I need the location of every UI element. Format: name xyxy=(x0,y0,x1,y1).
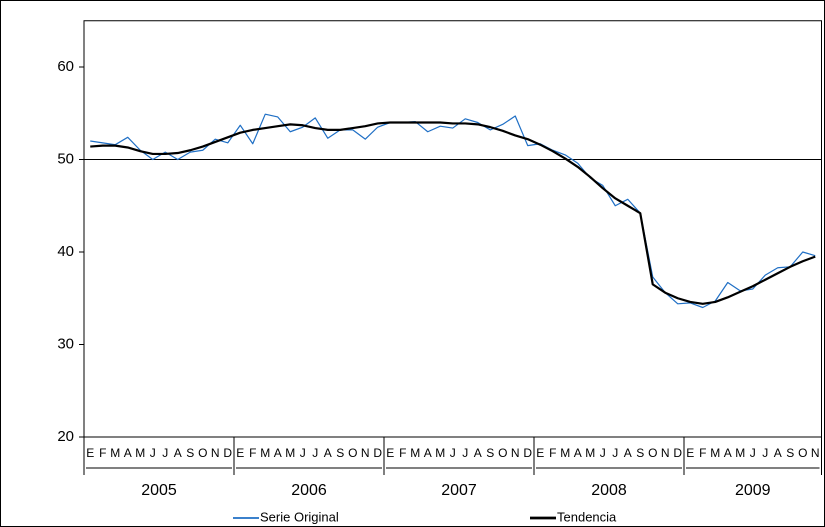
x-group-label: 2006 xyxy=(291,482,327,499)
x-tick-label: J xyxy=(300,446,306,460)
x-tick-label: N xyxy=(361,446,370,460)
x-tick-label: O xyxy=(198,446,207,460)
y-tick-label: 20 xyxy=(57,428,74,445)
plot-area xyxy=(83,20,822,438)
x-tick-label: A xyxy=(174,446,182,460)
y-tick-label: 60 xyxy=(57,58,74,75)
x-tick-label: N xyxy=(661,446,670,460)
x-tick-label: M xyxy=(585,446,595,460)
x-tick-label: M xyxy=(135,446,145,460)
x-tick-label: M xyxy=(710,446,720,460)
x-tick-label: O xyxy=(648,446,657,460)
x-tick-label: E xyxy=(386,446,394,460)
x-tick-label: A xyxy=(624,446,632,460)
x-tick-label: S xyxy=(336,446,344,460)
x-tick-label: O xyxy=(498,446,507,460)
x-tick-label: A xyxy=(124,446,132,460)
x-tick-label: A xyxy=(774,446,782,460)
x-tick-label: M xyxy=(735,446,745,460)
x-tick-label: N xyxy=(511,446,520,460)
x-tick-label: N xyxy=(211,446,220,460)
x-tick-label: J xyxy=(762,446,768,460)
x-tick-label: S xyxy=(636,446,644,460)
x-tick-label: A xyxy=(274,446,282,460)
x-tick-label: F xyxy=(549,446,556,460)
x-group-label: 2005 xyxy=(141,482,177,499)
x-tick-label: E xyxy=(686,446,694,460)
x-tick-label: M xyxy=(560,446,570,460)
x-tick-label: E xyxy=(536,446,544,460)
x-tick-label: A xyxy=(474,446,482,460)
y-tick-label: 40 xyxy=(57,243,74,260)
x-tick-label: M xyxy=(285,446,295,460)
x-tick-label: A xyxy=(424,446,432,460)
x-tick-label: J xyxy=(450,446,456,460)
x-tick-label: M xyxy=(260,446,270,460)
x-tick-label: J xyxy=(162,446,168,460)
x-group-label: 2007 xyxy=(441,482,477,499)
x-tick-label: A xyxy=(574,446,582,460)
legend-label: Serie Original xyxy=(260,509,339,524)
y-tick-label: 50 xyxy=(57,150,74,167)
x-tick-label: F xyxy=(99,446,106,460)
series-line xyxy=(90,121,816,305)
x-tick-label: O xyxy=(348,446,357,460)
x-tick-label: J xyxy=(312,446,318,460)
x-tick-label: S xyxy=(186,446,194,460)
x-tick-label: N xyxy=(811,446,820,460)
x-tick-label: J xyxy=(750,446,756,460)
x-tick-label: A xyxy=(724,446,732,460)
x-tick-label: D xyxy=(373,446,382,460)
x-tick-label: D xyxy=(523,446,532,460)
x-tick-label: S xyxy=(486,446,494,460)
x-tick-label: F xyxy=(699,446,706,460)
x-group-label: 2009 xyxy=(735,482,771,499)
x-tick-label: S xyxy=(786,446,794,460)
y-tick-label: 30 xyxy=(57,335,74,352)
x-tick-label: M xyxy=(435,446,445,460)
x-tick-label: J xyxy=(462,446,468,460)
x-tick-label: M xyxy=(110,446,120,460)
x-tick-label: M xyxy=(410,446,420,460)
x-tick-label: E xyxy=(236,446,244,460)
x-tick-label: J xyxy=(612,446,618,460)
legend-label: Tendencia xyxy=(557,509,617,524)
x-tick-label: J xyxy=(600,446,606,460)
x-tick-label: A xyxy=(324,446,332,460)
x-tick-label: F xyxy=(249,446,256,460)
x-tick-label: D xyxy=(673,446,682,460)
x-tick-label: O xyxy=(798,446,807,460)
x-tick-label: F xyxy=(399,446,406,460)
x-tick-label: D xyxy=(223,446,232,460)
x-tick-label: J xyxy=(150,446,156,460)
x-tick-label: E xyxy=(86,446,94,460)
x-group-label: 2008 xyxy=(591,482,627,499)
